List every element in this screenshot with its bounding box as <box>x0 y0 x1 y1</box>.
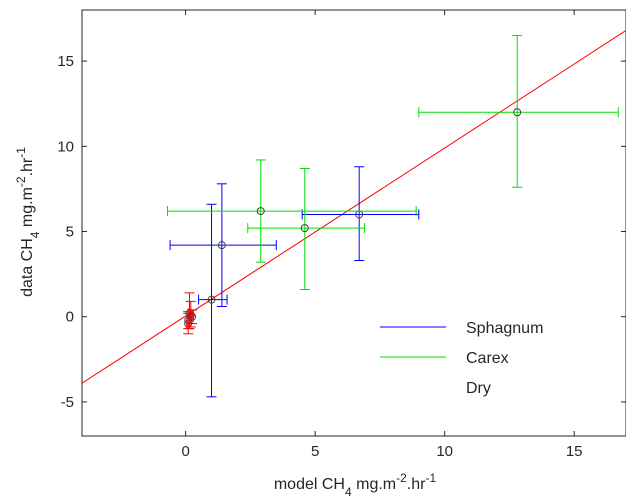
data-point <box>207 295 216 304</box>
y-tick-label: 0 <box>66 309 74 326</box>
y-tick-label: 10 <box>57 138 74 155</box>
axes-box <box>81 9 626 437</box>
data-point <box>188 312 197 321</box>
series-carex <box>166 35 619 290</box>
x-tick-label: 15 <box>566 443 583 460</box>
legend-label-dry: Dry <box>466 380 491 397</box>
data-point <box>217 241 226 250</box>
data-point <box>513 108 522 117</box>
data-point <box>256 207 265 216</box>
y-tick-label: 5 <box>66 224 74 241</box>
legend-label-carex: Carex <box>466 350 509 367</box>
y-tick-label: -5 <box>61 394 74 411</box>
series-dry <box>183 292 198 335</box>
regression-line <box>81 30 626 384</box>
x-tick-label: 5 <box>311 443 319 460</box>
plot-area <box>81 9 626 437</box>
series-sphagnum <box>169 166 420 398</box>
y-axis-label: data CH4 mg.m-2.hr-1 <box>14 147 42 297</box>
data-point <box>300 224 309 233</box>
x-tick-label: 10 <box>436 443 453 460</box>
x-axis-label: model CH4 mg.m-2.hr-1 <box>274 471 437 498</box>
legend-label-sphagnum: Sphagnum <box>466 320 543 337</box>
legend: Sphagnum Carex Dry <box>380 320 543 397</box>
y-tick-label: 15 <box>57 53 74 70</box>
tick-labels: 0 5 10 15 -5 0 5 10 15 <box>57 53 582 460</box>
x-tick-label: 0 <box>181 443 189 460</box>
